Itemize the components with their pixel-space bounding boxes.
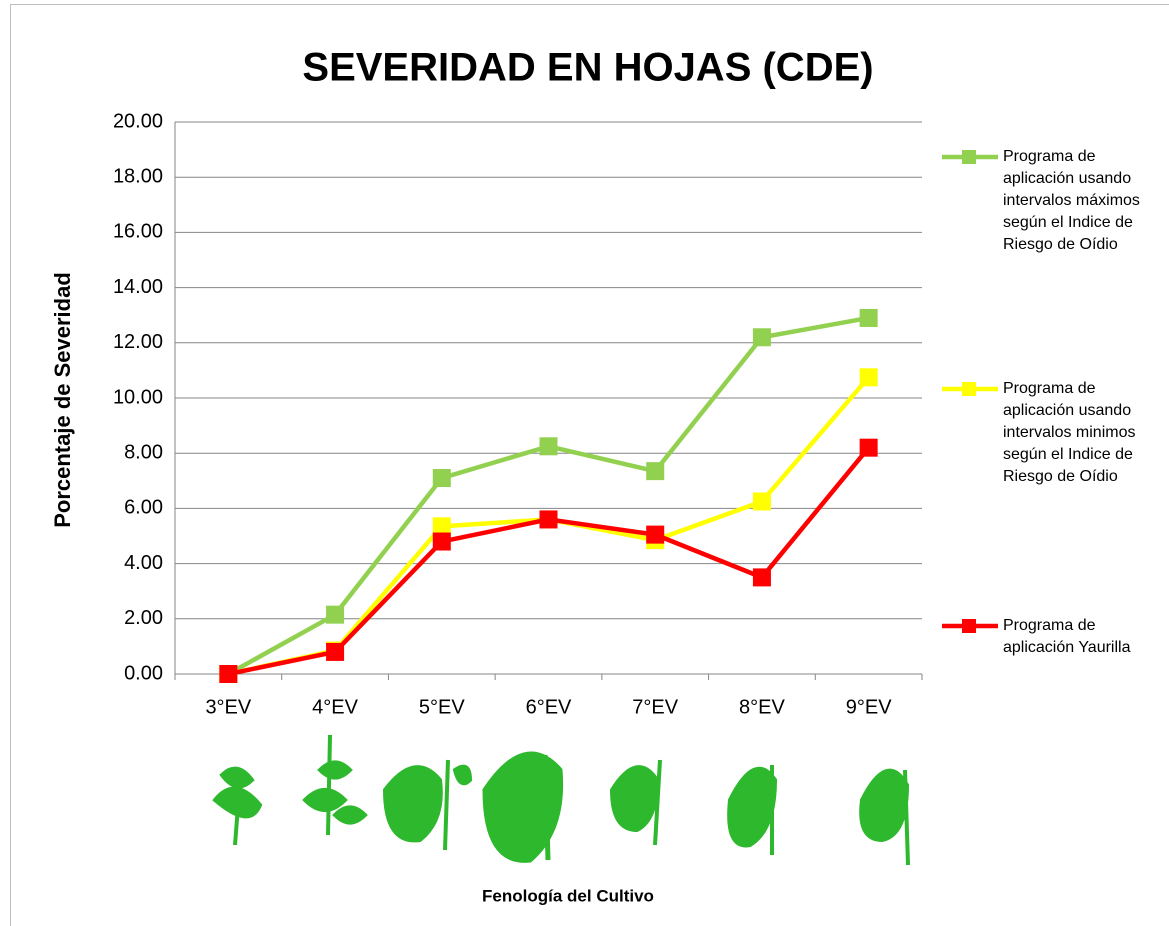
chart-border <box>10 4 1169 926</box>
plant <box>482 751 564 863</box>
x-tick-label: 5°EV <box>419 696 465 718</box>
plant <box>212 766 263 846</box>
series-marker <box>859 438 878 457</box>
series-marker <box>752 492 771 511</box>
x-tick-label: 6°EV <box>526 696 572 718</box>
series-marker <box>859 368 878 387</box>
series-marker <box>752 328 771 347</box>
y-tick-label: 18.00 <box>113 165 163 187</box>
y-axis-label: Porcentaje de Severidad <box>50 272 75 528</box>
series-marker <box>646 462 665 481</box>
series-marker <box>432 532 451 551</box>
x-tick-label: 3°EV <box>205 696 251 718</box>
plant <box>727 765 778 855</box>
series-marker <box>326 605 345 624</box>
series-marker <box>539 437 558 456</box>
series-line <box>227 315 870 676</box>
plant <box>859 768 910 866</box>
legend-marker <box>962 382 976 396</box>
y-tick-label: 2.00 <box>124 607 163 629</box>
x-axis-label: Fenología del Cultivo <box>482 886 654 905</box>
legend-marker <box>962 619 976 633</box>
x-tick-label: 4°EV <box>312 696 358 718</box>
x-tick-label: 8°EV <box>739 696 785 718</box>
y-tick-label: 0.00 <box>124 662 163 684</box>
legend-label: Programa de aplicación Yaurilla <box>1003 617 1131 656</box>
series-marker <box>646 525 665 544</box>
plant-illustrations <box>212 734 910 866</box>
x-tick-label: 7°EV <box>632 696 678 718</box>
y-tick-label: 12.00 <box>113 331 163 353</box>
y-tick-label: 8.00 <box>124 441 163 463</box>
series-marker <box>539 510 558 529</box>
y-tick-label: 14.00 <box>113 276 163 298</box>
series-marker <box>432 469 451 488</box>
y-tick-label: 4.00 <box>124 552 163 574</box>
chart-title: SEVERIDAD EN HOJAS (CDE) <box>302 46 873 90</box>
plant <box>302 734 368 836</box>
y-tick-label: 16.00 <box>113 221 163 243</box>
series-marker <box>859 308 878 327</box>
series-marker <box>326 642 345 661</box>
x-tick-label: 9°EV <box>846 696 892 718</box>
series-marker <box>752 568 771 587</box>
legend-label: Programa de aplicación usando intervalos… <box>1003 148 1140 253</box>
series-line <box>227 446 871 677</box>
series-marker <box>432 517 451 536</box>
legend-label: Programa de aplicación usando intervalos… <box>1003 380 1136 485</box>
y-tick-label: 6.00 <box>124 497 163 519</box>
y-tick-label: 20.00 <box>113 110 163 132</box>
legend-marker <box>962 150 976 164</box>
plant <box>382 759 473 851</box>
series-marker <box>219 665 238 683</box>
y-tick-label: 10.00 <box>113 386 163 408</box>
plant <box>609 759 662 846</box>
